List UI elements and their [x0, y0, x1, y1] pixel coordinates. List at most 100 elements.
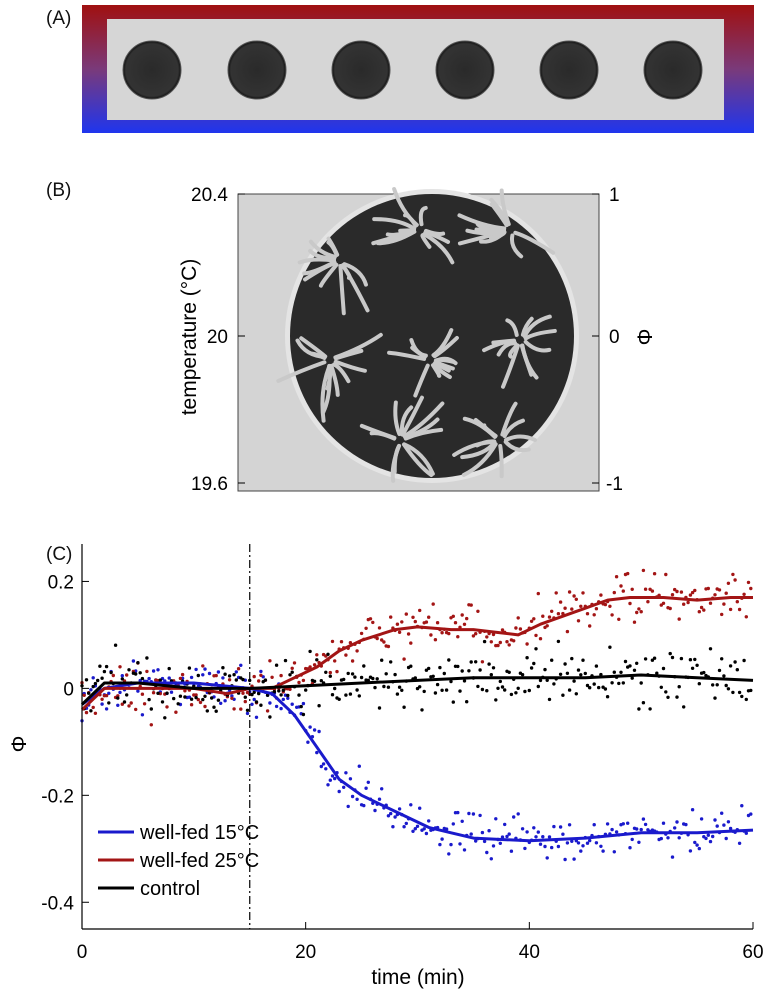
scatter-point: [234, 670, 238, 674]
scatter-point: [194, 667, 198, 672]
scatter-point: [232, 673, 236, 677]
worm: [489, 202, 509, 228]
scatter-point: [610, 681, 614, 685]
scatter-point: [724, 591, 728, 595]
scatter-point: [304, 688, 308, 692]
y-tick-label: -0.2: [41, 786, 74, 807]
scatter-point: [203, 667, 207, 671]
scatter-point: [677, 836, 681, 840]
scatter-point: [377, 797, 382, 801]
worm: [460, 440, 497, 460]
scatter-point: [693, 657, 697, 662]
scatter-point: [402, 825, 406, 829]
scatter-point: [391, 825, 395, 829]
scatter-point: [288, 687, 292, 691]
scatter-point: [350, 794, 355, 799]
scatter-point: [125, 673, 129, 677]
scatter-point: [603, 602, 608, 607]
worm: [501, 343, 520, 389]
scatter-point: [614, 575, 619, 579]
worm: [333, 359, 367, 373]
scatter-point: [337, 697, 341, 701]
scatter-point: [335, 669, 339, 674]
scatter-point: [529, 666, 534, 670]
scatter-point: [664, 690, 668, 694]
scatter-point: [342, 785, 346, 789]
scatter-point: [292, 661, 297, 665]
scatter-point: [697, 846, 701, 851]
scatter-point: [532, 826, 536, 830]
scatter-point: [585, 683, 590, 688]
worm: [308, 248, 337, 261]
scatter-point: [344, 771, 348, 775]
scatter-point: [525, 830, 529, 834]
scatter-point: [655, 671, 659, 675]
worm: [523, 328, 557, 341]
scatter-point: [84, 678, 89, 682]
scatter-point: [223, 699, 227, 703]
scatter-point: [420, 708, 424, 712]
scatter-point: [677, 617, 681, 621]
scatter-point: [241, 691, 245, 695]
scatter-point: [541, 614, 545, 618]
worm: [329, 363, 340, 397]
scatter-point: [82, 693, 86, 697]
scatter-point: [328, 778, 332, 782]
scatter-point: [216, 670, 221, 674]
scatter-point: [315, 658, 319, 662]
scatter-point: [503, 822, 507, 827]
scatter-point: [583, 671, 587, 676]
scatter-point: [380, 787, 384, 791]
scatter-point: [494, 817, 498, 821]
scatter-point: [507, 670, 511, 674]
panel-a-plate: [82, 5, 754, 133]
scatter-point: [418, 685, 422, 689]
scatter-point: [621, 681, 625, 685]
scatter-point: [359, 631, 364, 636]
scatter-point: [552, 682, 556, 686]
scatter-point: [523, 846, 527, 851]
scatter-point: [679, 656, 684, 661]
scatter-point: [460, 613, 464, 617]
scatter-point: [120, 674, 125, 678]
scatter-point: [447, 852, 451, 856]
scatter-point: [639, 827, 643, 832]
scatter-point: [525, 656, 529, 660]
scatter-point: [717, 588, 722, 592]
worm: [320, 363, 332, 423]
scatter-point: [720, 612, 724, 617]
scatter-point: [465, 700, 469, 704]
scatter-point: [453, 621, 458, 625]
scatter-point: [196, 697, 200, 702]
scatter-point: [315, 653, 319, 657]
scatter-point: [274, 663, 279, 667]
scatter-point: [563, 606, 567, 610]
scatter-point: [418, 806, 422, 810]
well: [435, 40, 495, 100]
scatter-point: [652, 656, 657, 660]
scatter-point: [529, 619, 534, 623]
scatter-point: [594, 841, 599, 845]
scatter-point: [342, 677, 346, 682]
scatter-point: [523, 689, 527, 694]
scatter-point: [619, 670, 623, 674]
scatter-point: [205, 709, 209, 713]
scatter-point: [534, 647, 538, 651]
scatter-point: [545, 624, 549, 628]
scatter-point: [402, 657, 406, 661]
scatter-point: [277, 689, 281, 693]
scatter-point: [120, 677, 125, 681]
scatter-point: [737, 690, 742, 695]
scatter-point: [541, 835, 545, 839]
scatter-point: [131, 659, 136, 663]
scatter-point: [301, 712, 306, 717]
scatter-point: [451, 614, 455, 618]
scatter-point: [183, 695, 187, 699]
scatter-point: [720, 811, 724, 815]
scatter-point: [447, 631, 451, 636]
scatter-point: [478, 668, 482, 672]
scatter-point: [333, 659, 337, 663]
scatter-point: [328, 670, 332, 675]
scatter-point: [384, 672, 388, 676]
scatter-point: [650, 589, 655, 593]
